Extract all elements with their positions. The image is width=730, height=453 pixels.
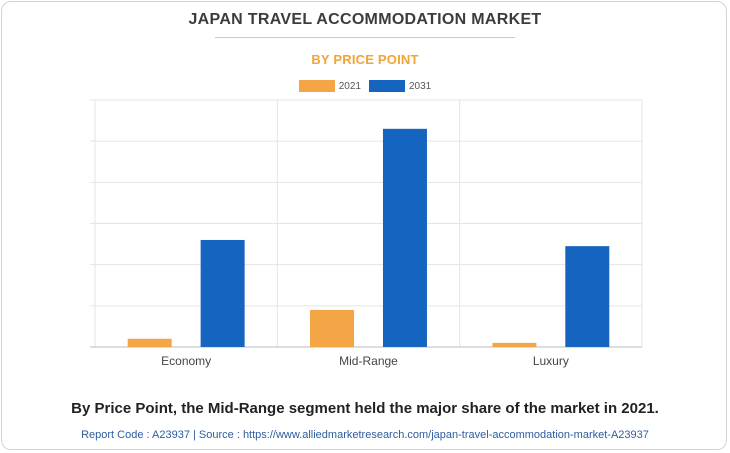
legend-label-2021: 2021 [338, 80, 361, 92]
bar-2031-mid-range [382, 128, 427, 347]
x-tick-label: Luxury [533, 354, 569, 368]
x-tick-label: Mid-Range [339, 354, 398, 368]
x-tick-label: Economy [161, 354, 211, 368]
chart-summary: By Price Point, the Mid-Range segment he… [71, 400, 659, 417]
title-divider [215, 37, 515, 38]
bar-2021-economy [127, 338, 172, 347]
legend-item-2031[interactable]: 2031 [369, 80, 431, 92]
bar-2031-economy [200, 239, 245, 347]
legend: 2021 2031 [0, 80, 730, 92]
chart-title: JAPAN TRAVEL ACCOMMODATION MARKET [188, 11, 542, 28]
legend-swatch-2031 [369, 80, 405, 92]
source-citation[interactable]: Report Code : A23937 | Source : https://… [81, 429, 649, 441]
legend-label-2031: 2031 [409, 80, 432, 92]
bar-2021-luxury [492, 342, 537, 347]
chart-subtitle: BY PRICE POINT [311, 52, 419, 67]
legend-swatch-2021 [298, 80, 335, 92]
bar-2021-mid-range [310, 309, 355, 347]
legend-item-2021[interactable]: 2021 [298, 80, 361, 92]
bar-2031-luxury [565, 246, 610, 347]
